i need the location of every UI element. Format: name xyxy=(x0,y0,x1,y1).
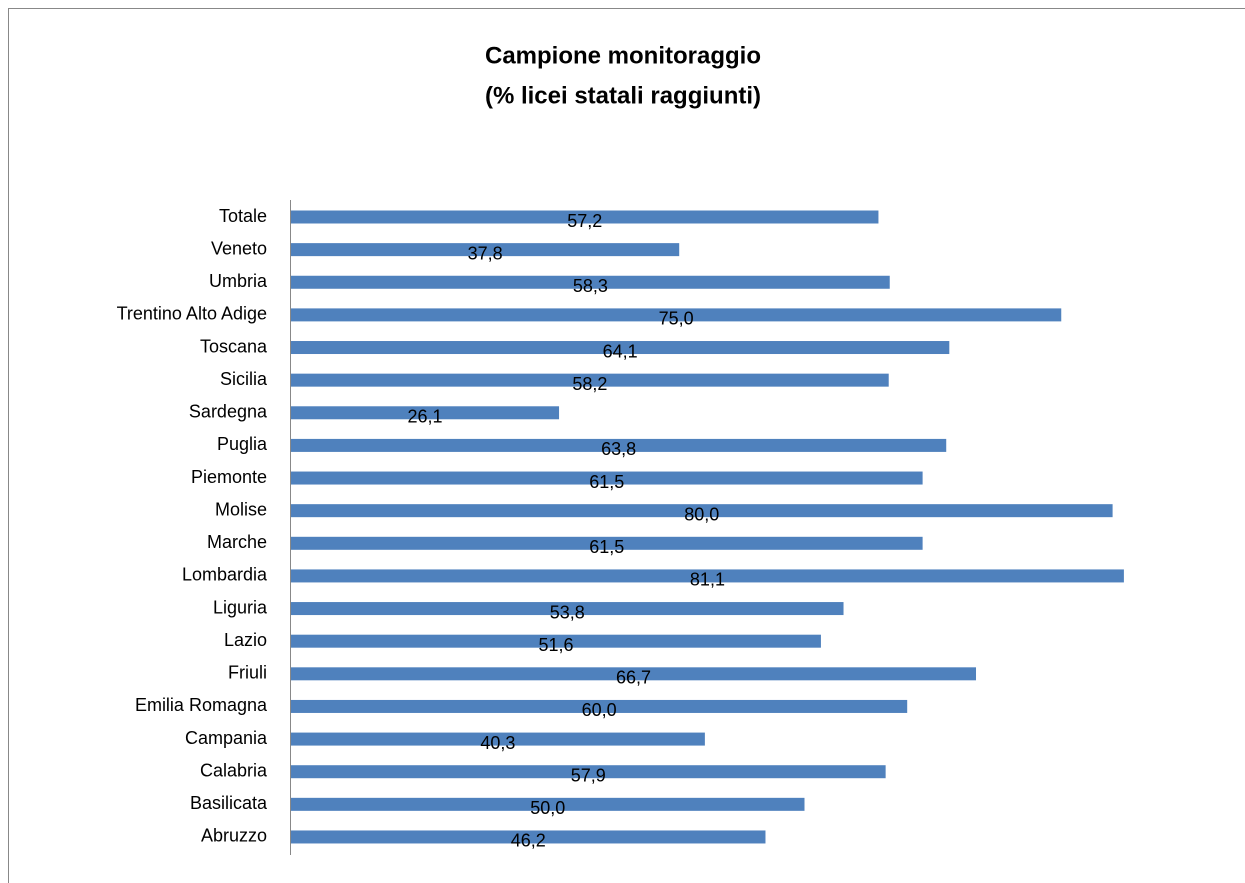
y-tick-label: Liguria xyxy=(213,597,268,617)
data-label: 80,0 xyxy=(684,504,719,524)
y-tick-label: Toscana xyxy=(200,336,268,356)
bar xyxy=(291,667,977,681)
y-tick-label: Marche xyxy=(207,532,267,552)
y-tick-label: Umbria xyxy=(209,271,268,291)
y-tick-label: Molise xyxy=(215,499,267,519)
data-label: 26,1 xyxy=(408,407,443,427)
y-tick-label: Lombardia xyxy=(182,565,268,585)
y-tick-label: Trentino Alto Adige xyxy=(117,304,267,324)
data-label: 51,6 xyxy=(538,635,573,655)
y-tick-label: Abruzzo xyxy=(201,826,267,846)
chart-subtitle: (% licei statali raggiunti) xyxy=(485,82,761,109)
y-tick-label: Piemonte xyxy=(191,467,267,487)
data-label: 66,7 xyxy=(616,668,651,688)
bar xyxy=(291,569,1124,583)
bar xyxy=(291,373,889,387)
bar xyxy=(291,765,886,779)
bar xyxy=(291,438,947,452)
data-label: 58,2 xyxy=(572,374,607,394)
bar xyxy=(291,243,680,257)
bar xyxy=(291,634,821,648)
data-label: 50,0 xyxy=(530,798,565,818)
y-tick-label: Emilia Romagna xyxy=(135,695,268,715)
bar xyxy=(291,341,950,355)
bar xyxy=(291,797,805,811)
bar xyxy=(291,471,923,485)
y-tick-label: Basilicata xyxy=(190,793,268,813)
data-label: 81,1 xyxy=(690,570,725,590)
data-label: 57,9 xyxy=(571,765,606,785)
bar xyxy=(291,504,1113,518)
y-tick-label: Friuli xyxy=(228,663,267,683)
chart-title: Campione monitoraggio xyxy=(485,42,761,69)
bar xyxy=(291,732,705,746)
bar xyxy=(291,699,908,713)
y-tick-label: Totale xyxy=(219,206,267,226)
data-label: 75,0 xyxy=(659,309,694,329)
data-label: 37,8 xyxy=(468,243,503,263)
y-tick-label: Calabria xyxy=(200,760,268,780)
y-tick-label: Veneto xyxy=(211,238,267,258)
y-tick-label: Lazio xyxy=(224,630,267,650)
bar xyxy=(291,308,1062,322)
bar xyxy=(291,275,890,289)
data-label: 61,5 xyxy=(589,537,624,557)
bar xyxy=(291,602,844,616)
y-tick-label: Puglia xyxy=(217,434,268,454)
data-label: 63,8 xyxy=(601,439,636,459)
y-tick-label: Sardegna xyxy=(189,402,268,422)
bar xyxy=(291,830,766,844)
bar xyxy=(291,536,923,550)
bar xyxy=(291,210,879,224)
data-label: 61,5 xyxy=(589,472,624,492)
y-tick-label: Campania xyxy=(185,728,268,748)
y-tick-label: Sicilia xyxy=(220,369,268,389)
data-label: 58,3 xyxy=(573,276,608,296)
bar xyxy=(291,406,560,420)
data-label: 57,2 xyxy=(567,211,602,231)
data-label: 60,0 xyxy=(582,700,617,720)
data-label: 64,1 xyxy=(603,341,638,361)
data-label: 40,3 xyxy=(480,733,515,753)
data-label: 46,2 xyxy=(511,831,546,851)
data-label: 53,8 xyxy=(550,602,585,622)
